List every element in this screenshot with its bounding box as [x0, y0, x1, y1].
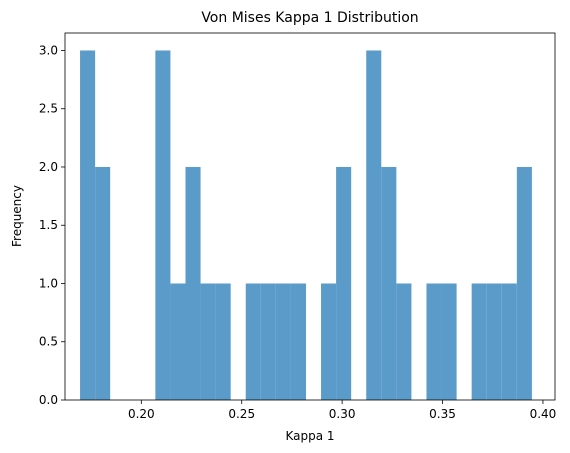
y-axis-label: Frequency — [10, 185, 24, 247]
x-tick-label: 0.40 — [530, 407, 557, 421]
y-tick-label: 1.5 — [39, 218, 58, 232]
histogram-bar — [516, 166, 532, 400]
x-tick-label: 0.25 — [228, 407, 255, 421]
y-tick-label: 2.5 — [39, 102, 58, 116]
histogram-bar — [155, 50, 171, 400]
plot-frame — [64, 32, 556, 401]
histogram-bar — [215, 283, 231, 400]
histogram-bar — [426, 283, 442, 400]
histogram-bar — [366, 50, 382, 400]
x-tick-label: 0.30 — [329, 407, 356, 421]
histogram-bar — [185, 166, 201, 400]
histogram-bar — [396, 283, 412, 400]
histogram-bar — [200, 283, 216, 400]
y-axis: 0.0 0.5 1.0 1.5 2.0 2.5 3.0 — [39, 43, 65, 407]
y-tick-label: 0.0 — [39, 393, 58, 407]
histogram-bar — [501, 283, 517, 400]
histogram-bar — [95, 166, 111, 400]
histogram-bar — [321, 283, 337, 400]
x-tick-label: 0.35 — [429, 407, 456, 421]
x-tick-label: 0.20 — [128, 407, 155, 421]
histogram-bar — [336, 166, 352, 400]
histogram-bar — [441, 283, 457, 400]
histogram-bar — [471, 283, 487, 400]
y-tick-label: 2.0 — [39, 160, 58, 174]
y-tick-label: 3.0 — [39, 43, 58, 57]
y-tick-label: 0.5 — [39, 335, 58, 349]
histogram-bar — [170, 283, 186, 400]
y-tick-label: 1.0 — [39, 276, 58, 290]
histogram-bar — [260, 283, 276, 400]
histogram-bar — [80, 50, 96, 400]
x-axis-label: Kappa 1 — [285, 429, 334, 443]
histogram-bar — [275, 283, 291, 400]
bars-group — [80, 50, 532, 400]
histogram-bar — [381, 166, 397, 400]
x-axis: 0.20 0.25 0.30 0.35 0.40 — [128, 400, 556, 421]
histogram-bar — [245, 283, 261, 400]
histogram-bar — [290, 283, 306, 400]
chart-title: Von Mises Kappa 1 Distribution — [201, 10, 418, 26]
histogram-bar — [486, 283, 502, 400]
